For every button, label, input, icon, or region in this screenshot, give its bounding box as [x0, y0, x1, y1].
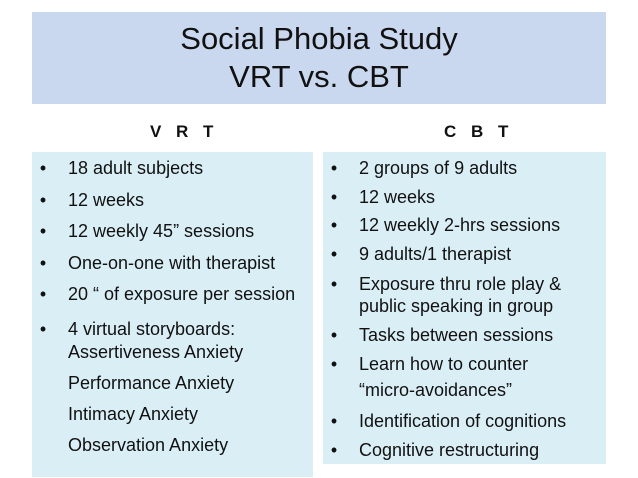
bullet-icon: • — [39, 221, 47, 241]
list-item-text: 18 adult subjects — [68, 158, 204, 178]
bullet-icon: • — [330, 244, 338, 264]
list-item-text: 20 “ of exposure per session — [68, 284, 296, 304]
bullet-icon: • — [330, 215, 338, 235]
list-item-text: Tasks between sessions — [359, 325, 554, 345]
list-item-text: 12 weekly 45” sessions — [68, 221, 255, 241]
list-item-text: Learn how to counter — [359, 354, 529, 374]
list-item-text: 12 weeks — [359, 187, 436, 207]
vrt-column-header: V R T — [150, 122, 219, 141]
storyboard-item: Observation Anxiety — [68, 435, 229, 455]
list-item-text: Cognitive restructuring — [359, 440, 540, 460]
bullet-icon: • — [39, 284, 47, 304]
bullet-icon: • — [39, 253, 47, 273]
slide-title: Social Phobia Study — [180, 21, 458, 56]
title-banner: Social Phobia Study VRT vs. CBT — [32, 12, 606, 104]
list-item-text: 4 virtual storyboards: — [68, 319, 236, 339]
bullet-icon: • — [330, 325, 338, 345]
bullet-icon: • — [330, 354, 338, 374]
storyboard-item: Performance Anxiety — [68, 373, 235, 393]
storyboard-item: Assertiveness Anxiety — [68, 342, 244, 362]
bullet-icon: • — [39, 319, 47, 339]
list-item-text: One-on-one with therapist — [68, 253, 276, 273]
list-item-text: Exposure thru role play & — [359, 274, 562, 294]
slide-subtitle: VRT vs. CBT — [229, 59, 409, 94]
bullet-icon: • — [330, 274, 338, 294]
bullet-icon: • — [330, 187, 338, 207]
vrt-panel: • 18 adult subjects • 12 weeks • 12 week… — [32, 152, 313, 477]
list-item-text: Identification of cognitions — [359, 411, 567, 431]
list-item-text: 2 groups of 9 adults — [359, 158, 518, 178]
bullet-icon: • — [330, 411, 338, 431]
bullet-icon: • — [330, 158, 338, 178]
cbt-panel: • 2 groups of 9 adults • 12 weeks • 12 w… — [323, 152, 606, 464]
bullet-icon: • — [39, 190, 47, 210]
list-item-text: 12 weekly 2-hrs sessions — [359, 215, 561, 235]
list-item-continuation: “micro-avoidances” — [359, 380, 513, 400]
cbt-column-header: C B T — [444, 122, 514, 141]
bullet-icon: • — [330, 440, 338, 460]
list-item-text: 9 adults/1 therapist — [359, 244, 512, 264]
list-item-text: 12 weeks — [68, 190, 145, 210]
storyboard-item: Intimacy Anxiety — [68, 404, 199, 424]
list-item-continuation: public speaking in group — [359, 296, 554, 316]
bullet-icon: • — [39, 158, 47, 178]
